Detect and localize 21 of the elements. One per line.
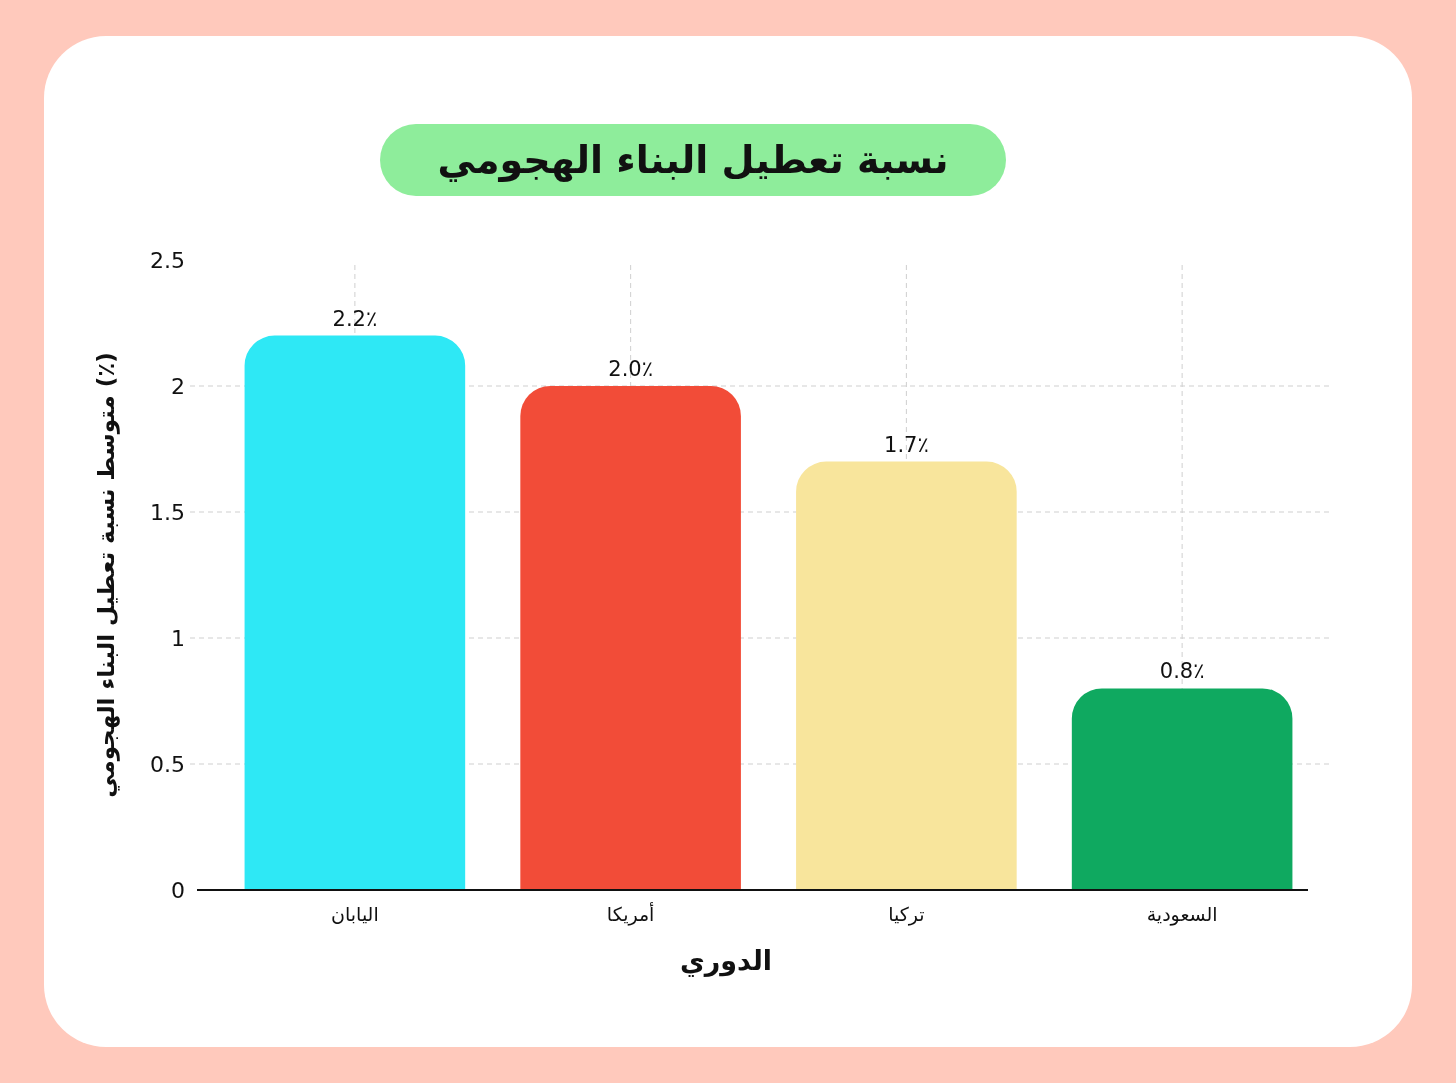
data-label: 0.8٪ [1159,659,1205,684]
x-axis-title: الدوري [679,944,773,977]
bar [520,386,741,890]
x-tick-label: السعودية [1146,903,1218,926]
y-tick-label: 0.5 [150,751,185,777]
y-tick-label: 1 [171,625,185,651]
bar [244,335,466,890]
y-axis-title: متوسط نسبة تعطيل البناء الهجومي (٪) [93,352,120,798]
bar [796,461,1017,890]
x-tick-label: تركيا [888,903,925,926]
y-tick-label: 0 [171,877,185,903]
bar [1071,688,1293,890]
data-label: 1.7٪ [884,432,929,457]
chart-title: نسبة تعطيل البناء الهجومي [437,138,949,182]
y-tick-label: 1.5 [150,499,185,525]
data-label: 2.2٪ [332,306,378,331]
x-tick-label: اليابان [331,903,379,925]
data-label: 2.0٪ [608,357,653,381]
y-tick-label: 2 [171,373,185,399]
y-tick-label: 2.5 [150,247,185,273]
x-tick-label: أمريكا [606,902,655,926]
